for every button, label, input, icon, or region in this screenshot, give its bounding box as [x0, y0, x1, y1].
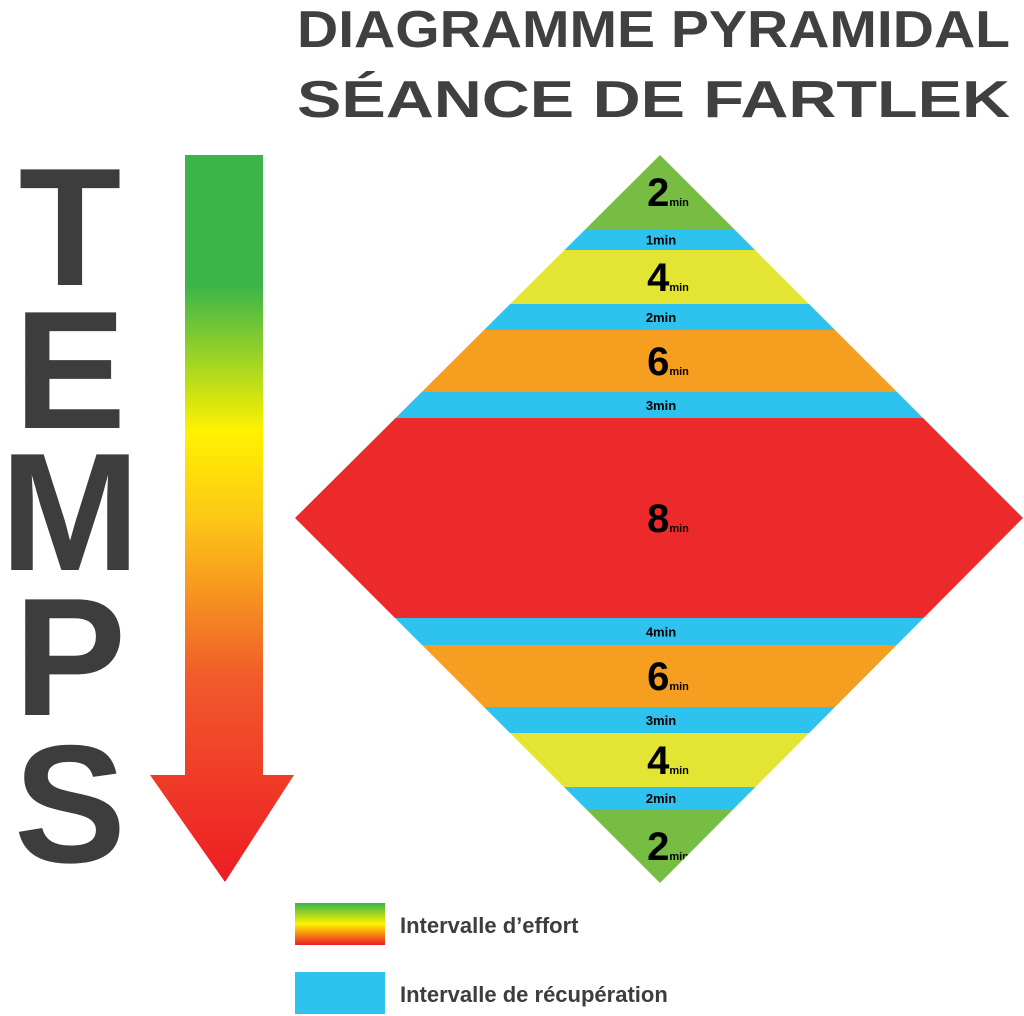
band-value: 2 [647, 825, 669, 869]
band-label: 4min [647, 739, 689, 783]
band [295, 418, 1023, 618]
side-letter: T [19, 133, 122, 321]
legend-swatch [295, 972, 385, 1014]
band-value: 6 [647, 655, 669, 699]
legend-swatch [295, 903, 385, 945]
band-value: 6 [647, 340, 669, 384]
legend: Intervalle d’effort Intervalle de récupér… [295, 903, 668, 1014]
band-value: 8 [647, 497, 669, 541]
pyramid: 2min1min4min2min6min3min8min4min6min3min… [295, 155, 1023, 883]
band-unit: min [669, 681, 689, 693]
band-unit: min [669, 765, 689, 777]
title-line: SÉANCE DE FARTLEK [297, 71, 1011, 129]
side-letter: S [14, 710, 126, 898]
band-label: 2min [647, 171, 689, 215]
side-letter: M [0, 418, 140, 606]
band-unit: min [669, 366, 689, 378]
legend-label: Intervalle d’effort [400, 913, 579, 938]
band-label: 1min [646, 233, 676, 248]
legend-label: Intervalle de récupération [400, 982, 668, 1007]
band-unit: min [669, 523, 689, 535]
band-value: 4 [647, 739, 670, 783]
band-unit: min [669, 282, 689, 294]
band-label: 4min [646, 625, 676, 640]
band-unit: min [669, 851, 689, 863]
band-value: 2 [647, 171, 669, 215]
band-label: 6min [647, 655, 689, 699]
band-label: 4min [647, 256, 689, 300]
side-letter: E [14, 276, 126, 464]
band-value: 4 [647, 256, 670, 300]
side-letter: P [14, 563, 126, 751]
band-unit: min [669, 197, 689, 209]
band-label: 3min [646, 713, 676, 728]
band-label: 8min [647, 497, 689, 541]
title-line: DIAGRAMME PYRAMIDAL [297, 1, 1010, 59]
band-label: 3min [646, 398, 676, 413]
band-label: 2min [646, 310, 676, 325]
time-arrow [150, 155, 294, 882]
band-label: 6min [647, 340, 689, 384]
band-label: 2min [646, 791, 676, 806]
